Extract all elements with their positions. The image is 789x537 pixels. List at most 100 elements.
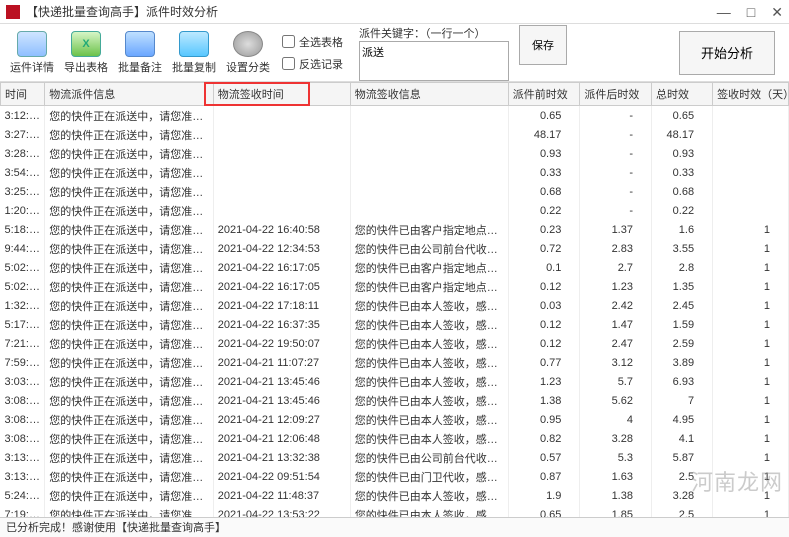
cell: 1	[713, 334, 789, 353]
table-row[interactable]: 3:08:55您的快件正在派送中，请您准备…2021-04-21 12:06:4…	[1, 429, 789, 448]
cell: 0.65	[508, 505, 580, 517]
btn-copy[interactable]: 批量复制	[168, 28, 220, 78]
table-row[interactable]: 1:32:57您的快件正在派送中，请您准备…2021-04-22 17:18:1…	[1, 296, 789, 315]
status-text: 已分析完成！感谢使用【快递批量查询高手】	[6, 522, 226, 534]
table-row[interactable]: 3:13:41您的快件正在派送中，请您准备…2021-04-22 09:51:5…	[1, 467, 789, 486]
col-header-6[interactable]: 总时效	[651, 83, 712, 106]
cell: 2021-04-22 09:51:54	[213, 467, 350, 486]
table-row[interactable]: 5:24:36您的快件正在派送中，请您准备…2021-04-22 11:48:3…	[1, 486, 789, 505]
max-button[interactable]: □	[747, 0, 755, 24]
cell: 2021-04-21 12:06:48	[213, 429, 350, 448]
col-header-1[interactable]: 物流派件信息	[45, 83, 214, 106]
cell: 7	[651, 391, 712, 410]
cell: 1	[713, 448, 789, 467]
col-header-2[interactable]: 物流签收时间	[213, 83, 350, 106]
cell: 1	[713, 391, 789, 410]
table-row[interactable]: 3:28:41您的快件正在派送中，请您准备…0.93-0.93	[1, 144, 789, 163]
cell: 您的快件正在派送中，请您准备…	[45, 258, 214, 277]
keyword-input[interactable]	[359, 41, 509, 81]
cell: 1	[713, 372, 789, 391]
cell: 1	[713, 429, 789, 448]
cell: 您的快件正在派送中，请您准备…	[45, 391, 214, 410]
keyword-label: 派件关键字：（一行一个）	[359, 25, 509, 41]
cell: -	[580, 125, 652, 144]
cell: 4.1	[651, 429, 712, 448]
close-button[interactable]: ✕	[771, 0, 783, 24]
cell: 7:21:52	[1, 334, 45, 353]
cell: 2021-04-21 12:09:27	[213, 410, 350, 429]
col-header-0[interactable]: 时间	[1, 83, 45, 106]
cell: 7:59:40	[1, 353, 45, 372]
btn-remark-label: 批量备注	[118, 59, 162, 75]
cell: 3.55	[651, 239, 712, 258]
cell: 2.5	[651, 505, 712, 517]
table-row[interactable]: 3:13:33您的快件正在派送中，请您准备…2021-04-21 13:32:3…	[1, 448, 789, 467]
table-row[interactable]: 3:03:30您的快件正在派送中，请您准备…2021-04-21 13:45:4…	[1, 372, 789, 391]
table-row[interactable]: 3:25:52您的快件正在派送中，请您准备…0.68-0.68	[1, 182, 789, 201]
min-button[interactable]: —	[717, 0, 731, 24]
table-row[interactable]: 5:02:10您的快件正在派送中，请您准备…2021-04-22 16:17:0…	[1, 277, 789, 296]
cell: 您的快件已由本人签收，感谢您…	[350, 486, 508, 505]
table-row[interactable]: 3:12:31您的快件正在派送中，请您准备…0.65-0.65	[1, 106, 789, 126]
btn-export[interactable]: 导出表格	[60, 28, 112, 78]
table-row[interactable]: 9:44:21您的快件正在派送中，请您准备…2021-04-22 12:34:5…	[1, 239, 789, 258]
cell: 0.1	[508, 258, 580, 277]
cell: 您的快件正在派送中，请您准备…	[45, 467, 214, 486]
col-header-4[interactable]: 派件前时效	[508, 83, 580, 106]
cell: 5.3	[580, 448, 652, 467]
table-row[interactable]: 5:18:45您的快件正在派送中，请您准备…2021-04-22 16:40:5…	[1, 220, 789, 239]
table-row[interactable]: 7:59:40您的快件正在派送中，请您准备…2021-04-21 11:07:2…	[1, 353, 789, 372]
cell: 0.82	[508, 429, 580, 448]
cell: 您的快件已由本人签收，感谢您…	[350, 315, 508, 334]
col-header-7[interactable]: 签收时效（天）	[713, 83, 789, 106]
cell: 1	[713, 505, 789, 517]
cell: 2021-04-22 12:34:53	[213, 239, 350, 258]
cell: 您的快件正在派送中，请您准备…	[45, 486, 214, 505]
table-row[interactable]: 3:27:33您的快件正在派送中，请您准备…48.17-48.17	[1, 125, 789, 144]
table-row[interactable]: 7:19:09您的快件正在派送中，请您准备…2021-04-22 13:53:2…	[1, 505, 789, 517]
cell: 您的快件已由本人签收，感谢您…	[350, 353, 508, 372]
table-row[interactable]: 1:20:56您的快件正在派送中，请您准备…0.22-0.22	[1, 201, 789, 220]
table-row[interactable]: 5:02:12您的快件正在派送中，请您准备…2021-04-22 16:17:0…	[1, 258, 789, 277]
table-row[interactable]: 3:08:33您的快件正在派送中，请您准备…2021-04-21 12:09:2…	[1, 410, 789, 429]
cell: 2.45	[651, 296, 712, 315]
cell: 您的快件正在派送中，请您准备…	[45, 429, 214, 448]
btn-category[interactable]: 设置分类	[222, 28, 274, 78]
cell: 1.85	[580, 505, 652, 517]
cell: 2.47	[580, 334, 652, 353]
col-header-3[interactable]: 物流签收信息	[350, 83, 508, 106]
cell	[350, 144, 508, 163]
btn-detail[interactable]: 运件详情	[6, 28, 58, 78]
folder-icon	[125, 31, 155, 57]
cell: 3:13:33	[1, 448, 45, 467]
chk-select-all[interactable]: 全选表格	[282, 34, 343, 50]
col-header-5[interactable]: 派件后时效	[580, 83, 652, 106]
table-row[interactable]: 3:08:27您的快件正在派送中，请您准备…2021-04-21 13:45:4…	[1, 391, 789, 410]
cell	[713, 106, 789, 126]
cell: 3:27:33	[1, 125, 45, 144]
cell	[350, 182, 508, 201]
cell	[350, 125, 508, 144]
save-button[interactable]: 保存	[519, 25, 567, 65]
chk-invert[interactable]: 反选记录	[282, 56, 343, 72]
cell: 3:54:34	[1, 163, 45, 182]
cell	[713, 201, 789, 220]
cell: 48.17	[651, 125, 712, 144]
cell: 5:18:45	[1, 220, 45, 239]
cell: 1.47	[580, 315, 652, 334]
table-row[interactable]: 7:21:52您的快件正在派送中，请您准备…2021-04-22 19:50:0…	[1, 334, 789, 353]
cell: -	[580, 201, 652, 220]
cell: 2021-04-21 13:45:46	[213, 391, 350, 410]
cell	[213, 163, 350, 182]
btn-remark[interactable]: 批量备注	[114, 28, 166, 78]
cell: 2.42	[580, 296, 652, 315]
cell: 2021-04-22 19:50:07	[213, 334, 350, 353]
table-row[interactable]: 5:17:38您的快件正在派送中，请您准备…2021-04-22 16:37:3…	[1, 315, 789, 334]
table-row[interactable]: 3:54:34您的快件正在派送中，请您准备…0.33-0.33	[1, 163, 789, 182]
start-analysis-button[interactable]: 开始分析	[679, 31, 775, 75]
cell: 1	[713, 296, 789, 315]
titlebar: 【快递批量查询高手】派件时效分析 — □ ✕	[0, 0, 789, 24]
cell: 2021-04-21 13:45:46	[213, 372, 350, 391]
cell	[213, 144, 350, 163]
cell: 1	[713, 353, 789, 372]
